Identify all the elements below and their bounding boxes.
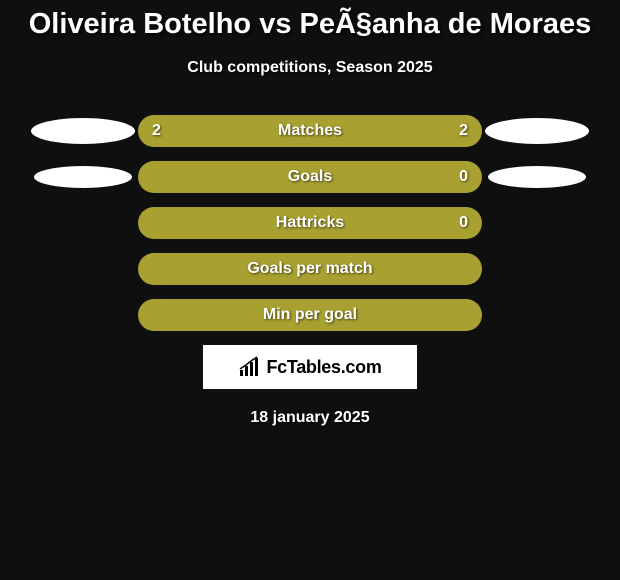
stat-bar: Goals per match — [138, 253, 482, 285]
stat-row: 2 2 Matches — [0, 115, 620, 147]
stat-row: Goals per match — [0, 253, 620, 285]
bar-track: 0 Goals — [138, 161, 482, 193]
bar-track: 2 2 Matches — [138, 115, 482, 147]
stat-bar: 0 Goals — [138, 161, 482, 193]
date-text: 18 january 2025 — [0, 409, 620, 427]
brand-box: FcTables.com — [203, 345, 417, 389]
stat-label: Min per goal — [263, 306, 357, 324]
bar-track: 0 Hattricks — [138, 207, 482, 239]
subtitle: Club competitions, Season 2025 — [0, 59, 620, 77]
stat-bar: 0 Hattricks — [138, 207, 482, 239]
avatar-right-slot — [482, 118, 592, 144]
stat-label: Hattricks — [276, 214, 344, 232]
player-avatar-left — [34, 166, 132, 188]
chart-icon — [238, 356, 262, 378]
stat-row: 0 Goals — [0, 161, 620, 193]
brand-text: FcTables.com — [266, 357, 381, 378]
page-title: Oliveira Botelho vs PeÃ§anha de Moraes — [0, 8, 620, 41]
comparison-card: Oliveira Botelho vs PeÃ§anha de Moraes C… — [0, 0, 620, 427]
player-avatar-left — [31, 118, 135, 144]
stat-value-right: 2 — [459, 122, 468, 140]
bar-track: Min per goal — [138, 299, 482, 331]
stat-row: 0 Hattricks — [0, 207, 620, 239]
avatar-left-slot — [28, 166, 138, 188]
avatar-right-slot — [482, 166, 592, 188]
avatar-left-slot — [28, 118, 138, 144]
player-avatar-right — [488, 166, 586, 188]
bar-track: Goals per match — [138, 253, 482, 285]
stat-value-left: 2 — [152, 122, 161, 140]
stat-label: Matches — [278, 122, 342, 140]
stat-label: Goals per match — [247, 260, 372, 278]
player-avatar-right — [485, 118, 589, 144]
stat-bar: Min per goal — [138, 299, 482, 331]
stat-bar: 2 2 Matches — [138, 115, 482, 147]
stat-value-right: 0 — [459, 168, 468, 186]
stat-row: Min per goal — [0, 299, 620, 331]
stat-label: Goals — [288, 168, 332, 186]
stats-area: 2 2 Matches 0 Goals 0 Hattricks Goals per match… — [0, 115, 620, 331]
stat-value-right: 0 — [459, 214, 468, 232]
